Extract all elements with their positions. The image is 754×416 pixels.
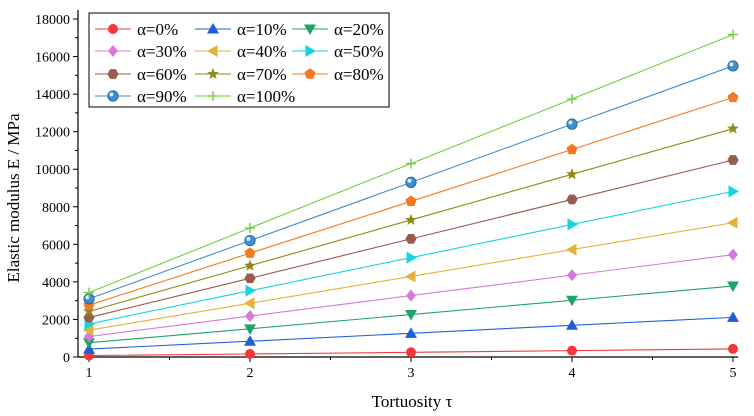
legend: α=0% α=10% α=20% α=30% α=40% α=50% α=60% α=70% α… bbox=[89, 13, 389, 107]
legend-label: α=70% bbox=[237, 65, 287, 84]
data-point bbox=[728, 61, 738, 71]
y-tick-label: 2000 bbox=[42, 313, 70, 328]
y-tick-label: 16000 bbox=[35, 51, 70, 66]
data-point bbox=[244, 273, 255, 283]
y-tick-label: 4000 bbox=[42, 276, 70, 291]
data-point bbox=[567, 94, 577, 104]
series-5 bbox=[85, 185, 740, 330]
legend-label: α=80% bbox=[334, 65, 384, 84]
legend-label: α=0% bbox=[137, 20, 178, 39]
y-axis-ticks: 0 2000 4000 6000 8000 10000 12000 14000 16000 180… bbox=[35, 13, 78, 366]
legend-label: α=50% bbox=[334, 42, 384, 61]
legend-label: α=100% bbox=[237, 87, 295, 106]
y-tick-label: 18000 bbox=[35, 13, 70, 28]
data-point bbox=[566, 168, 578, 179]
data-point bbox=[406, 347, 416, 357]
data-point bbox=[727, 311, 739, 322]
data-point bbox=[406, 159, 416, 169]
data-point bbox=[568, 218, 579, 230]
marker-highlight bbox=[568, 121, 572, 125]
data-point bbox=[244, 260, 256, 271]
marker-highlight bbox=[246, 237, 250, 241]
data-point bbox=[728, 249, 738, 261]
data-point bbox=[407, 252, 418, 264]
data-point bbox=[566, 144, 577, 154]
data-point bbox=[245, 349, 255, 359]
data-point bbox=[245, 223, 255, 233]
y-tick-label: 10000 bbox=[35, 163, 70, 178]
data-point bbox=[405, 270, 416, 282]
data-point bbox=[567, 346, 577, 356]
legend-label: α=60% bbox=[137, 65, 187, 84]
marker-highlight bbox=[109, 92, 113, 96]
data-point bbox=[727, 122, 739, 133]
x-tick-label: 5 bbox=[730, 366, 737, 381]
data-point bbox=[729, 185, 740, 197]
data-point bbox=[405, 196, 416, 206]
marker-highlight bbox=[729, 62, 733, 66]
legend-label: α=90% bbox=[137, 87, 187, 106]
x-tick-label: 2 bbox=[247, 366, 254, 381]
y-tick-label: 8000 bbox=[42, 201, 70, 216]
data-point bbox=[567, 269, 577, 281]
data-point bbox=[566, 244, 577, 256]
data-point bbox=[246, 285, 257, 297]
data-point bbox=[566, 195, 577, 205]
data-point bbox=[245, 235, 255, 245]
series-7 bbox=[83, 122, 739, 316]
data-point bbox=[244, 297, 255, 309]
x-axis-ticks: 1 2 3 4 5 bbox=[86, 357, 737, 381]
data-point bbox=[406, 290, 416, 302]
data-point bbox=[727, 217, 738, 229]
legend-label: α=30% bbox=[137, 42, 187, 61]
data-point bbox=[727, 92, 738, 102]
marker-highlight bbox=[407, 179, 411, 183]
x-tick-label: 3 bbox=[408, 366, 415, 381]
data-point bbox=[405, 214, 417, 225]
data-point bbox=[727, 155, 738, 165]
legend-label: α=10% bbox=[237, 20, 287, 39]
y-tick-label: 6000 bbox=[42, 238, 70, 253]
data-point bbox=[728, 30, 738, 40]
data-point bbox=[244, 247, 255, 257]
y-axis-label: Elastic modulus E / MPa bbox=[4, 113, 23, 283]
data-point bbox=[567, 119, 577, 129]
legend-marker bbox=[108, 91, 118, 101]
x-tick-label: 4 bbox=[569, 366, 576, 381]
chart: 1 2 3 4 5 0 2000 4000 6000 8000 10000 12000 14000 16… bbox=[0, 0, 754, 416]
data-point bbox=[728, 344, 738, 354]
legend-label: α=20% bbox=[334, 20, 384, 39]
legend-marker bbox=[108, 24, 118, 34]
data-point bbox=[405, 234, 416, 244]
y-tick-label: 0 bbox=[63, 351, 70, 366]
legend-label: α=40% bbox=[237, 42, 287, 61]
y-tick-label: 14000 bbox=[35, 88, 70, 103]
data-point bbox=[406, 177, 416, 187]
x-axis-label: Tortuosity τ bbox=[372, 392, 453, 411]
data-point bbox=[245, 310, 255, 322]
y-tick-label: 12000 bbox=[35, 126, 70, 141]
x-tick-label: 1 bbox=[86, 366, 93, 381]
